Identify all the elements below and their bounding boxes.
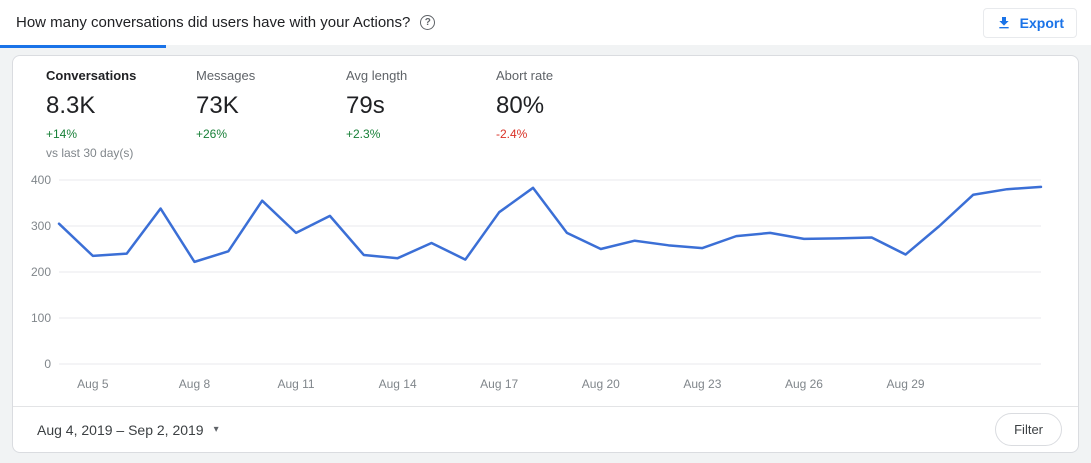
- analytics-card: Conversations 8.3K +14% vs last 30 day(s…: [12, 55, 1079, 453]
- metric-delta: +26%: [196, 127, 228, 141]
- conversations-chart[interactable]: 0 100 200 300 400 Aug 5 Aug 8 Aug 11 Aug 14 Aug 1…: [23, 166, 1068, 406]
- y-tick-label: 100: [31, 311, 51, 325]
- metric-label: Messages: [196, 68, 256, 83]
- x-tick-label: Aug 23: [683, 377, 721, 391]
- export-label: Export: [1019, 14, 1064, 31]
- header: How many conversations did users have wi…: [0, 0, 1091, 45]
- page-title: How many conversations did users have wi…: [16, 14, 411, 31]
- metric-delta: -2.4%: [496, 127, 528, 141]
- x-tick-label: Aug 20: [582, 377, 620, 391]
- comparison-note: [346, 146, 496, 160]
- comparison-note: [196, 146, 346, 160]
- metric-value: 73K: [196, 92, 239, 119]
- metric-tab-conversations[interactable]: Conversations 8.3K +14% vs last 30 day(s…: [46, 68, 196, 160]
- card-footer: Aug 4, 2019 – Sep 2, 2019 ▾ Filter: [13, 406, 1078, 452]
- x-tick-label: Aug 29: [887, 377, 925, 391]
- chart-area: 0 100 200 300 400 Aug 5 Aug 8 Aug 11 Aug 14 Aug 1…: [13, 160, 1078, 406]
- date-range-selector[interactable]: Aug 4, 2019 – Sep 2, 2019 ▾: [37, 422, 219, 438]
- metric-tab-messages[interactable]: Messages 73K +26%: [196, 68, 346, 160]
- metric-value: 8.3K: [46, 92, 96, 119]
- download-icon: [998, 16, 1009, 28]
- y-tick-label: 300: [31, 219, 51, 233]
- metric-delta: +14%: [46, 127, 78, 141]
- comparison-note: vs last 30 day(s): [46, 146, 134, 160]
- metric-delta: +2.3%: [346, 127, 381, 141]
- x-tick-label: Aug 11: [277, 377, 314, 391]
- x-tick-label: Aug 5: [77, 377, 109, 391]
- title-row: How many conversations did users have wi…: [16, 14, 436, 31]
- analytics-page: How many conversations did users have wi…: [0, 0, 1091, 453]
- dropdown-caret-icon: ▾: [213, 424, 219, 435]
- active-tab-indicator: [0, 45, 166, 48]
- export-button[interactable]: Export: [982, 7, 1077, 38]
- y-tick-label: 0: [44, 357, 51, 371]
- metric-label: Abort rate: [496, 68, 554, 83]
- comparison-note: [496, 146, 646, 160]
- metric-tab-abort-rate[interactable]: Abort rate 80% -2.4%: [496, 68, 646, 160]
- metric-label: Conversations: [46, 68, 137, 83]
- filter-button[interactable]: Filter: [995, 413, 1062, 446]
- metric-value: 80%: [496, 92, 545, 119]
- date-range-label: Aug 4, 2019 – Sep 2, 2019: [37, 421, 204, 438]
- metric-tab-avg-length[interactable]: Avg length 79s +2.3%: [346, 68, 496, 160]
- x-tick-label: Aug 26: [785, 377, 823, 391]
- metric-value: 79s: [346, 92, 385, 119]
- y-tick-label: 200: [31, 265, 51, 279]
- metric-tabs: Conversations 8.3K +14% vs last 30 day(s…: [13, 56, 1078, 160]
- x-tick-label: Aug 17: [480, 377, 518, 391]
- chart-line: [57, 185, 1043, 264]
- y-tick-label: 400: [31, 173, 51, 187]
- x-tick-label: Aug 14: [379, 377, 417, 391]
- metric-label: Avg length: [346, 68, 408, 83]
- x-tick-label: Aug 8: [179, 377, 211, 391]
- help-icon[interactable]: ?: [420, 15, 436, 30]
